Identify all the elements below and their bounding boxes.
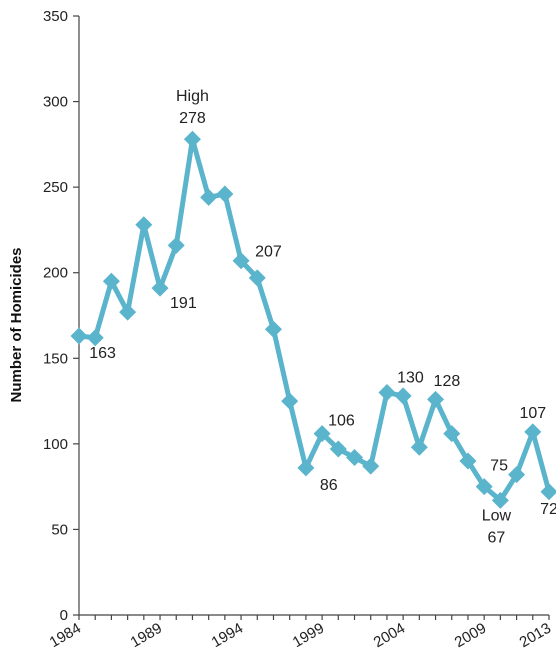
data-point [232,252,250,270]
data-label: 86 [320,477,338,494]
annotations: 163 191 High 278 207 86 106 130 128 75 Low 67 107 72 [89,88,556,546]
x-tick-label: 1984 [47,620,84,651]
x-tick-label: 1989 [128,620,165,651]
data-point [346,449,364,467]
data-point [297,459,315,477]
x-tick-label: 1994 [209,620,246,651]
data-point [102,272,120,290]
data-point [216,185,234,203]
data-point [183,130,201,148]
data-label: 278 [179,110,206,127]
data-label: 130 [397,370,424,387]
data-label: 163 [89,345,116,362]
data-point [313,425,331,443]
data-point [475,478,493,496]
data-label: 72 [540,501,556,518]
data-point [248,269,266,287]
data-point [281,392,299,410]
data-point [524,423,542,441]
data-point [264,320,282,338]
data-label: 107 [519,405,546,422]
data-label: Low [482,507,512,524]
data-label: High [176,88,209,105]
data-label: 106 [328,413,355,430]
series-line [78,136,552,503]
data-point [540,483,556,501]
data-point [410,438,428,456]
data-point [200,188,218,206]
x-tick-label: 2013 [517,620,554,651]
y-tick-label: 350 [43,8,68,25]
y-axis-label: Number of Homicides [8,247,25,402]
y-tick-label: 150 [43,350,68,367]
data-point [329,440,347,458]
x-tick-label: 2009 [452,620,489,651]
data-point [443,425,461,443]
data-point [394,387,412,405]
y-tick-label: 0 [60,607,68,624]
data-point [151,279,169,297]
y-tick-label: 50 [51,521,68,538]
data-series [70,130,556,509]
y-tick-label: 200 [43,265,68,282]
y-tick-label: 300 [43,94,68,111]
axes: 0 50 100 150 200 250 300 350 1984 1989 1994 1999 200… [43,8,554,651]
x-tick-label: 2004 [371,620,408,651]
y-tick-label: 100 [43,436,68,453]
data-point [491,491,509,509]
data-point [86,329,104,347]
data-point [119,303,137,321]
data-label: 75 [490,458,508,475]
data-label: 67 [487,529,505,546]
data-label: 207 [255,244,282,261]
data-point [135,216,153,234]
data-point [378,384,396,402]
y-tick-label: 250 [43,179,68,196]
data-point [459,452,477,470]
data-point [167,236,185,254]
data-point [427,390,445,408]
x-tick-label: 1999 [290,620,327,651]
data-point [70,327,88,345]
data-label: 191 [170,295,197,312]
data-point [362,457,380,475]
data-point [508,466,526,484]
data-label: 128 [434,373,461,390]
